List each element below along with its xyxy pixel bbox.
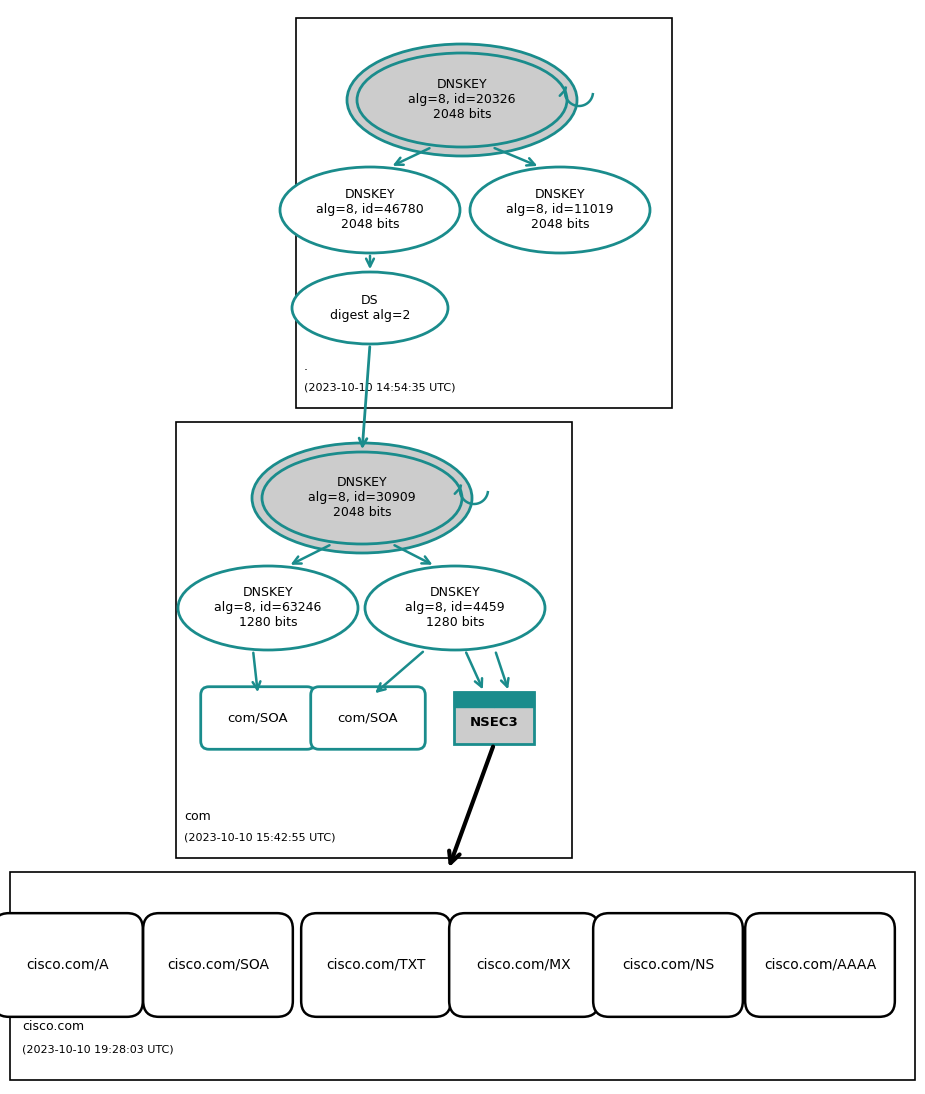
Text: (2023-10-10 19:28:03 UTC): (2023-10-10 19:28:03 UTC): [22, 1044, 174, 1054]
Ellipse shape: [252, 443, 472, 552]
Ellipse shape: [365, 566, 545, 650]
Text: DNSKEY
alg=8, id=63246
1280 bits: DNSKEY alg=8, id=63246 1280 bits: [215, 586, 322, 629]
Ellipse shape: [357, 53, 567, 147]
Text: cisco.com/MX: cisco.com/MX: [476, 958, 572, 971]
Text: com/SOA: com/SOA: [338, 711, 399, 724]
FancyBboxPatch shape: [746, 913, 894, 1016]
Text: (2023-10-10 14:54:35 UTC): (2023-10-10 14:54:35 UTC): [304, 382, 455, 392]
FancyBboxPatch shape: [450, 913, 598, 1016]
Text: cisco.com/SOA: cisco.com/SOA: [167, 958, 269, 971]
Text: NSEC3: NSEC3: [470, 715, 518, 729]
Text: cisco.com: cisco.com: [22, 1020, 84, 1033]
Bar: [176, 422, 572, 858]
Text: cisco.com/A: cisco.com/A: [27, 958, 109, 971]
Text: DNSKEY
alg=8, id=20326
2048 bits: DNSKEY alg=8, id=20326 2048 bits: [408, 79, 516, 121]
Bar: [296, 18, 672, 408]
Ellipse shape: [280, 167, 460, 253]
Text: cisco.com/TXT: cisco.com/TXT: [327, 958, 426, 971]
FancyBboxPatch shape: [143, 913, 293, 1016]
Ellipse shape: [347, 44, 577, 156]
Text: cisco.com/AAAA: cisco.com/AAAA: [764, 958, 876, 971]
Text: com/SOA: com/SOA: [228, 711, 289, 724]
Text: DNSKEY
alg=8, id=30909
2048 bits: DNSKEY alg=8, id=30909 2048 bits: [308, 477, 416, 520]
Ellipse shape: [262, 452, 462, 544]
Text: DNSKEY
alg=8, id=11019
2048 bits: DNSKEY alg=8, id=11019 2048 bits: [506, 188, 614, 232]
Text: (2023-10-10 15:42:55 UTC): (2023-10-10 15:42:55 UTC): [184, 833, 336, 842]
FancyBboxPatch shape: [593, 913, 743, 1016]
Ellipse shape: [178, 566, 358, 650]
Text: DNSKEY
alg=8, id=4459
1280 bits: DNSKEY alg=8, id=4459 1280 bits: [405, 586, 505, 629]
Bar: [10, 872, 915, 1080]
Ellipse shape: [292, 272, 448, 344]
Bar: [454, 693, 494, 707]
Text: .: .: [304, 360, 308, 373]
Ellipse shape: [470, 167, 650, 253]
Bar: [494, 693, 534, 707]
Text: DS
digest alg=2: DS digest alg=2: [330, 294, 410, 322]
FancyBboxPatch shape: [0, 913, 142, 1016]
Bar: [454, 693, 534, 744]
Text: com: com: [184, 810, 211, 823]
FancyBboxPatch shape: [311, 687, 426, 749]
FancyBboxPatch shape: [302, 913, 450, 1016]
FancyBboxPatch shape: [201, 687, 315, 749]
Text: DNSKEY
alg=8, id=46780
2048 bits: DNSKEY alg=8, id=46780 2048 bits: [316, 188, 424, 232]
Text: cisco.com/NS: cisco.com/NS: [622, 958, 714, 971]
